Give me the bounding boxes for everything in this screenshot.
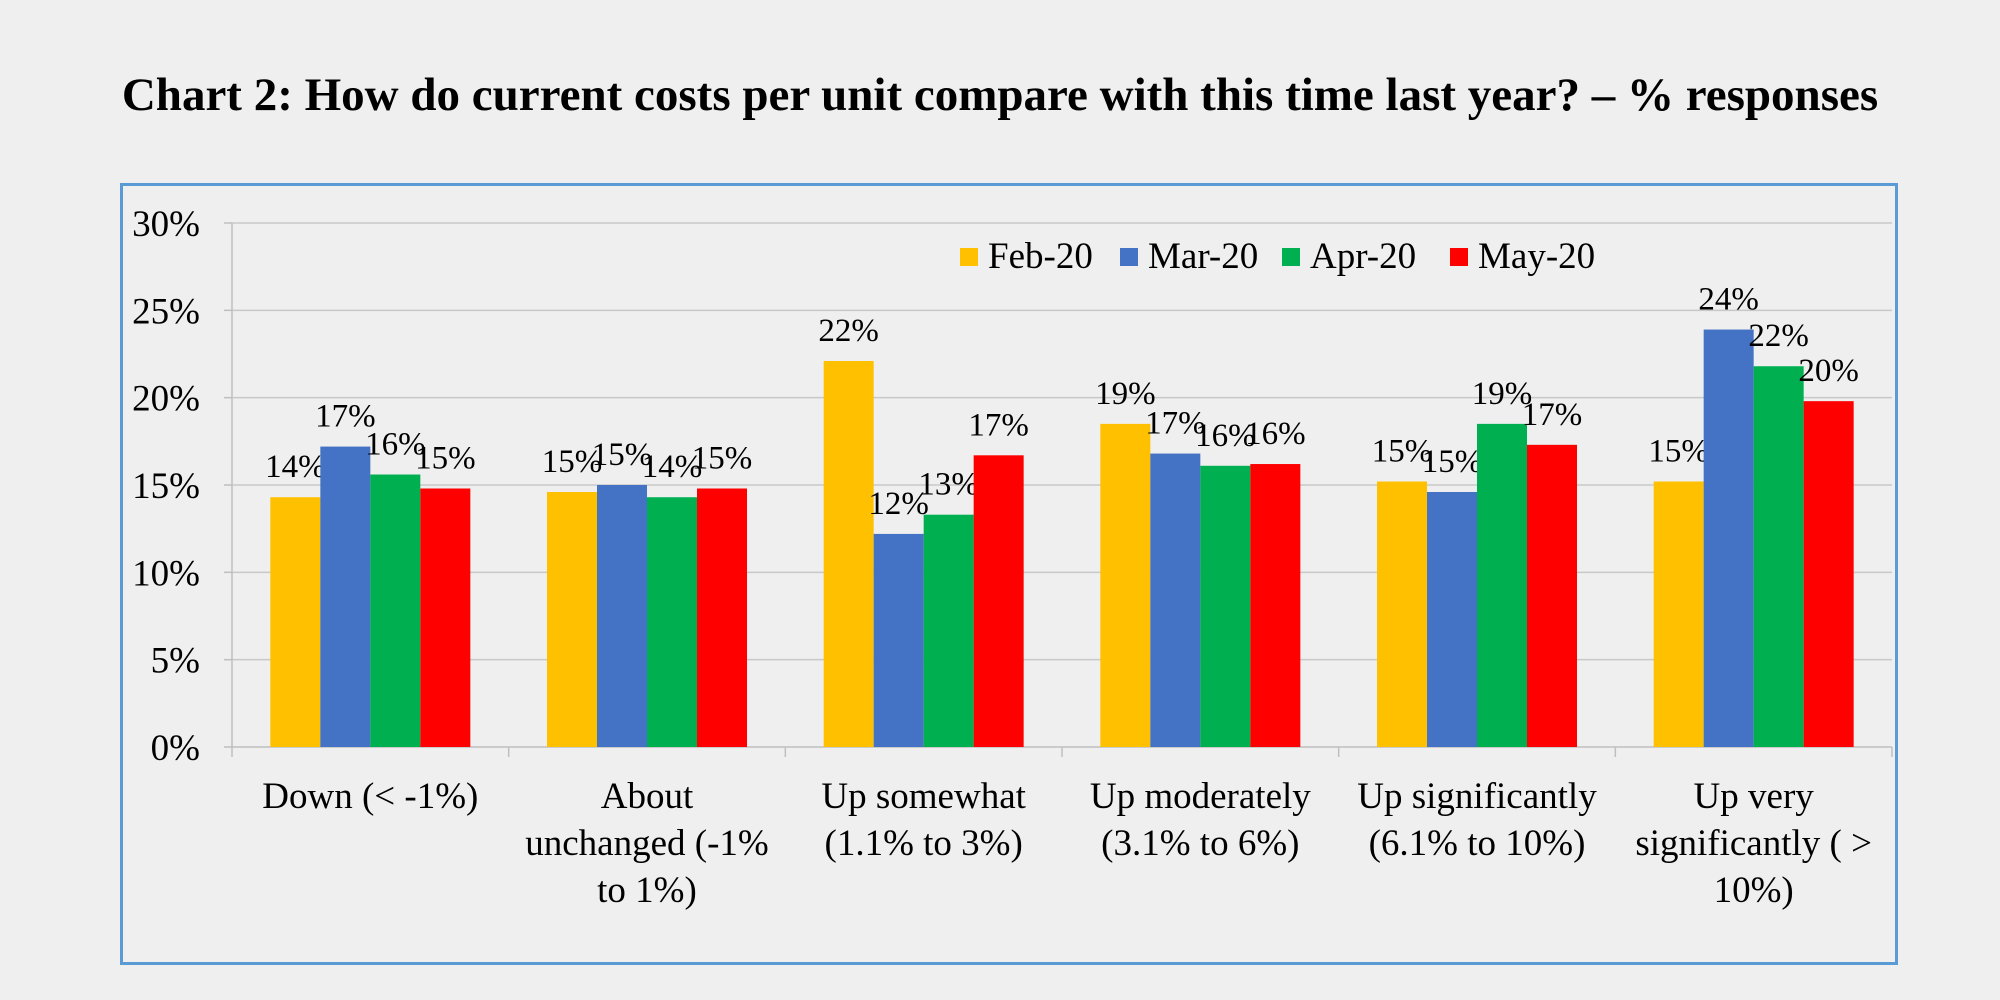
bar	[320, 446, 371, 747]
data-label: 17%	[315, 399, 376, 435]
bar	[1477, 423, 1527, 747]
data-label: 14%	[265, 449, 326, 485]
y-tick-label: 15%	[132, 466, 200, 507]
y-tick-label: 30%	[132, 204, 200, 245]
y-tick-label: 20%	[132, 379, 200, 420]
data-label: 19%	[1095, 376, 1156, 412]
x-tick-label: Up significantly	[1357, 776, 1597, 817]
bar	[547, 491, 597, 747]
bar	[647, 497, 697, 747]
bar	[1653, 481, 1704, 747]
legend-swatch	[1450, 248, 1468, 266]
legend-label: Mar-20	[1148, 236, 1258, 277]
data-label: 14%	[642, 449, 703, 485]
bar	[1377, 481, 1427, 747]
data-label: 16%	[1245, 416, 1306, 452]
data-label: 17%	[1145, 406, 1206, 442]
legend-swatch	[960, 248, 978, 266]
bar	[1703, 329, 1754, 747]
bar	[270, 497, 321, 747]
bar	[873, 533, 924, 747]
data-label: 15%	[1422, 444, 1483, 480]
data-label: 15%	[542, 444, 603, 480]
data-label: 16%	[365, 427, 426, 463]
x-tick-label: unchanged (-1%	[525, 823, 768, 864]
bar	[370, 474, 421, 747]
data-label: 17%	[968, 407, 1029, 443]
bar	[973, 455, 1024, 747]
data-label: 24%	[1698, 282, 1759, 318]
bar	[1527, 444, 1577, 747]
data-label: 20%	[1798, 353, 1859, 389]
data-label: 13%	[918, 467, 979, 503]
legend-label: May-20	[1478, 236, 1595, 277]
x-tick-label: (1.1% to 3%)	[825, 823, 1023, 864]
bar	[823, 360, 874, 747]
bar	[597, 485, 647, 747]
bar	[1100, 423, 1151, 747]
legend-label: Feb-20	[988, 236, 1093, 277]
bar	[420, 488, 471, 747]
bar	[1803, 401, 1854, 747]
x-tick-label: significantly ( >	[1635, 823, 1872, 864]
data-label: 22%	[818, 313, 879, 349]
data-label: 15%	[1372, 434, 1433, 470]
data-label: 17%	[1522, 397, 1583, 433]
data-label: 12%	[868, 486, 929, 522]
bar	[1753, 366, 1804, 747]
data-label: 16%	[1195, 418, 1256, 454]
bar	[1427, 491, 1477, 747]
bar	[1250, 464, 1301, 747]
data-label: 15%	[415, 440, 476, 476]
y-tick-label: 0%	[151, 728, 200, 769]
x-tick-label: Down (< -1%)	[262, 776, 478, 817]
legend-swatch	[1120, 248, 1138, 266]
y-tick-label: 10%	[132, 553, 200, 594]
legend-swatch	[1282, 248, 1300, 266]
chart-frame	[120, 183, 1898, 965]
x-tick-label: Up moderately	[1090, 776, 1311, 817]
bar	[1200, 465, 1251, 747]
bar	[697, 488, 747, 747]
x-tick-label: (6.1% to 10%)	[1369, 823, 1586, 864]
y-tick-label: 25%	[132, 291, 200, 332]
data-label: 15%	[592, 437, 653, 473]
x-tick-label: Up somewhat	[821, 776, 1026, 817]
bar	[923, 514, 974, 747]
bar	[1150, 453, 1201, 747]
x-tick-label: to 1%)	[597, 870, 697, 911]
legend-label: Apr-20	[1310, 236, 1416, 277]
data-label: 22%	[1748, 318, 1809, 354]
data-label: 15%	[1648, 434, 1709, 470]
x-tick-label: About	[601, 776, 694, 817]
data-label: 15%	[692, 440, 753, 476]
chart-title: Chart 2: How do current costs per unit c…	[121, 69, 1879, 121]
data-label: 19%	[1472, 376, 1533, 412]
x-tick-label: 10%)	[1714, 870, 1794, 911]
y-tick-label: 5%	[151, 641, 200, 682]
x-tick-label: Up very	[1694, 776, 1815, 817]
x-tick-label: (3.1% to 6%)	[1101, 823, 1299, 864]
